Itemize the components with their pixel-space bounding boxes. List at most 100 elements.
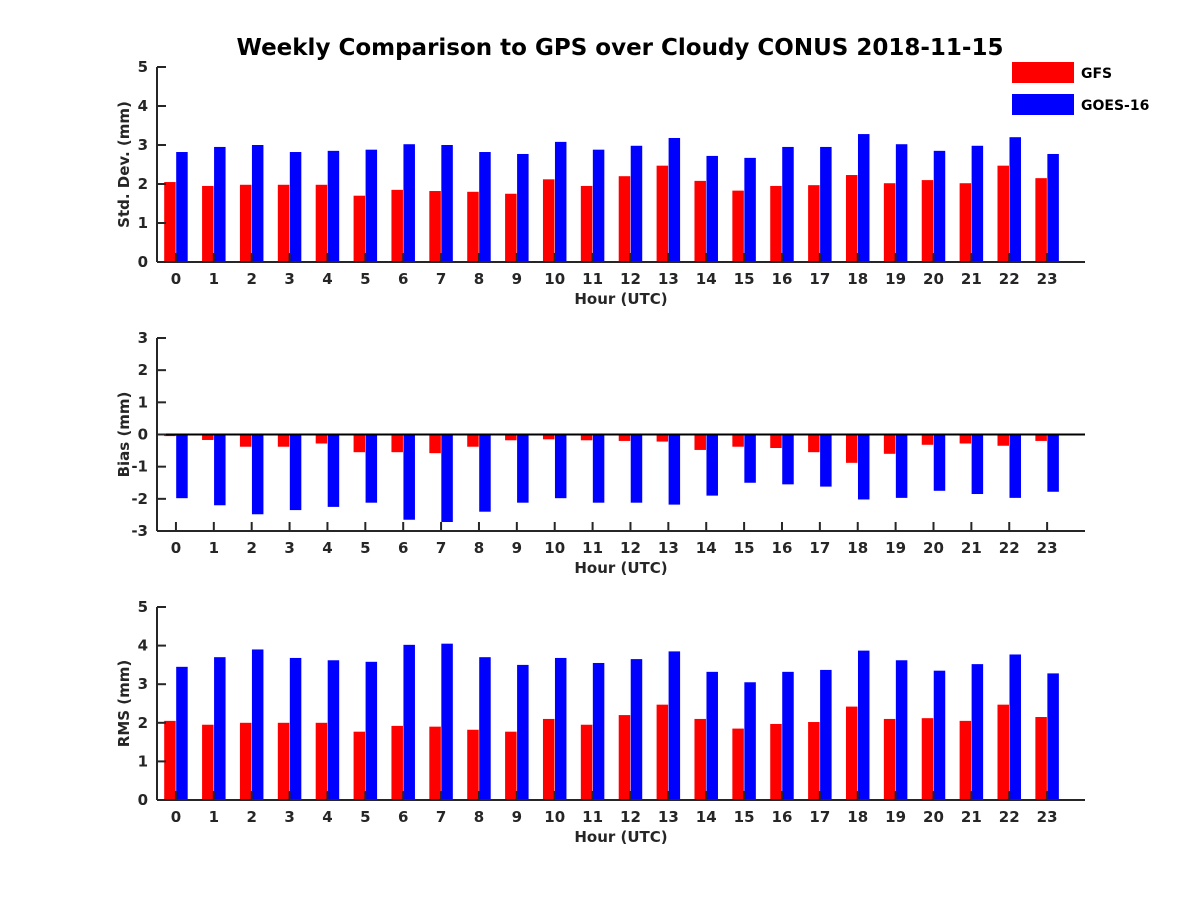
bar-goes16-6	[403, 644, 415, 800]
bar-gfs-22	[997, 704, 1009, 800]
bar-gfs-1	[202, 724, 214, 800]
bar-goes16-16	[782, 671, 794, 800]
x-tick-label: 11	[582, 808, 603, 826]
bar-goes16-22	[1009, 654, 1021, 800]
bar-gfs-11	[580, 185, 593, 262]
x-axis-label: Hour (UTC)	[574, 828, 667, 846]
bar-goes16-15	[744, 434, 756, 483]
bar-goes16-23	[1047, 434, 1059, 492]
bar-goes16-13	[668, 137, 681, 262]
bar-goes16-3	[289, 152, 302, 262]
bar-goes16-5	[365, 434, 378, 503]
y-tick-label: 0	[138, 791, 148, 809]
bar-gfs-3	[277, 722, 290, 800]
bar-goes16-15	[744, 157, 756, 262]
x-tick-label: 3	[284, 808, 294, 826]
bar-goes16-6	[403, 434, 415, 520]
legend: GFS GOES-16	[1012, 62, 1149, 115]
bar-gfs-21	[959, 434, 972, 444]
bar-gfs-13	[656, 434, 669, 442]
bar-gfs-20	[921, 718, 934, 800]
y-tick-label: 5	[138, 58, 148, 76]
bar-gfs-8	[467, 434, 479, 447]
x-tick-label: 15	[734, 539, 755, 557]
x-tick-label: 4	[322, 270, 332, 288]
bar-gfs-9	[505, 434, 517, 441]
bar-goes16-12	[630, 659, 643, 800]
bar-gfs-2	[239, 184, 252, 262]
bar-gfs-18	[845, 706, 858, 800]
x-tick-label: 8	[474, 270, 484, 288]
bar-goes16-8	[479, 434, 491, 512]
bar-goes16-4	[327, 150, 340, 262]
bar-goes16-12	[630, 434, 643, 503]
bar-gfs-18	[845, 175, 858, 262]
x-tick-label: 5	[360, 270, 370, 288]
x-tick-label: 19	[885, 808, 906, 826]
bar-goes16-19	[895, 660, 908, 800]
x-tick-label: 13	[658, 270, 679, 288]
bar-goes16-14	[706, 671, 718, 800]
bar-goes16-18	[857, 434, 870, 500]
bar-goes16-13	[668, 651, 681, 800]
x-tick-label: 18	[847, 270, 868, 288]
bar-gfs-7	[429, 191, 441, 262]
bar-gfs-23	[1035, 434, 1047, 441]
x-tick-label: 10	[544, 539, 565, 557]
bar-goes16-9	[517, 664, 529, 800]
bar-goes16-18	[857, 134, 870, 262]
x-tick-label: 17	[809, 539, 830, 557]
x-tick-label: 14	[696, 808, 717, 826]
chart-title: Weekly Comparison to GPS over Cloudy CON…	[237, 35, 1004, 61]
bar-gfs-2	[239, 722, 252, 800]
bar-goes16-5	[365, 661, 378, 800]
x-tick-label: 11	[582, 270, 603, 288]
x-tick-label: 11	[582, 539, 603, 557]
bar-gfs-17	[808, 722, 820, 800]
bar-goes16-9	[517, 153, 529, 262]
bar-goes16-8	[479, 657, 491, 800]
bar-gfs-5	[353, 434, 366, 453]
bar-goes16-10	[554, 434, 567, 499]
x-tick-label: 6	[398, 539, 408, 557]
x-tick-label: 18	[847, 808, 868, 826]
bar-goes16-17	[820, 434, 832, 487]
y-tick-label: -1	[131, 458, 148, 476]
bar-gfs-3	[277, 184, 290, 262]
x-tick-label: 15	[734, 270, 755, 288]
bar-goes16-20	[933, 434, 946, 491]
x-tick-label: 21	[961, 808, 982, 826]
y-axis-label: Bias (mm)	[115, 392, 133, 478]
bar-goes16-13	[668, 434, 681, 505]
x-tick-label: 10	[544, 808, 565, 826]
bar-gfs-21	[959, 720, 972, 800]
bar-goes16-22	[1009, 434, 1021, 498]
bar-goes16-5	[365, 149, 378, 262]
y-tick-label: 2	[138, 361, 148, 379]
bar-goes16-23	[1047, 673, 1059, 800]
bar-gfs-3	[277, 434, 290, 447]
bar-gfs-9	[505, 731, 517, 800]
bar-gfs-23	[1035, 178, 1047, 262]
x-tick-label: 9	[512, 808, 522, 826]
bar-gfs-5	[353, 195, 366, 262]
x-tick-label: 7	[436, 270, 446, 288]
bar-gfs-10	[542, 434, 555, 440]
x-tick-label: 16	[772, 808, 793, 826]
y-tick-label: 5	[138, 598, 148, 616]
bar-goes16-19	[895, 144, 908, 262]
x-tick-label: 5	[360, 539, 370, 557]
y-tick-label: 2	[138, 714, 148, 732]
x-tick-label: 22	[999, 808, 1020, 826]
legend-swatch-1	[1012, 94, 1074, 115]
bar-goes16-9	[517, 434, 529, 503]
bar-goes16-6	[403, 144, 415, 262]
bar-gfs-10	[542, 718, 555, 800]
x-tick-label: 19	[885, 539, 906, 557]
y-tick-label: 1	[138, 752, 148, 770]
bar-gfs-6	[391, 434, 403, 453]
bar-goes16-22	[1009, 137, 1021, 262]
legend-swatch-0	[1012, 62, 1074, 83]
bar-gfs-1	[202, 185, 214, 262]
